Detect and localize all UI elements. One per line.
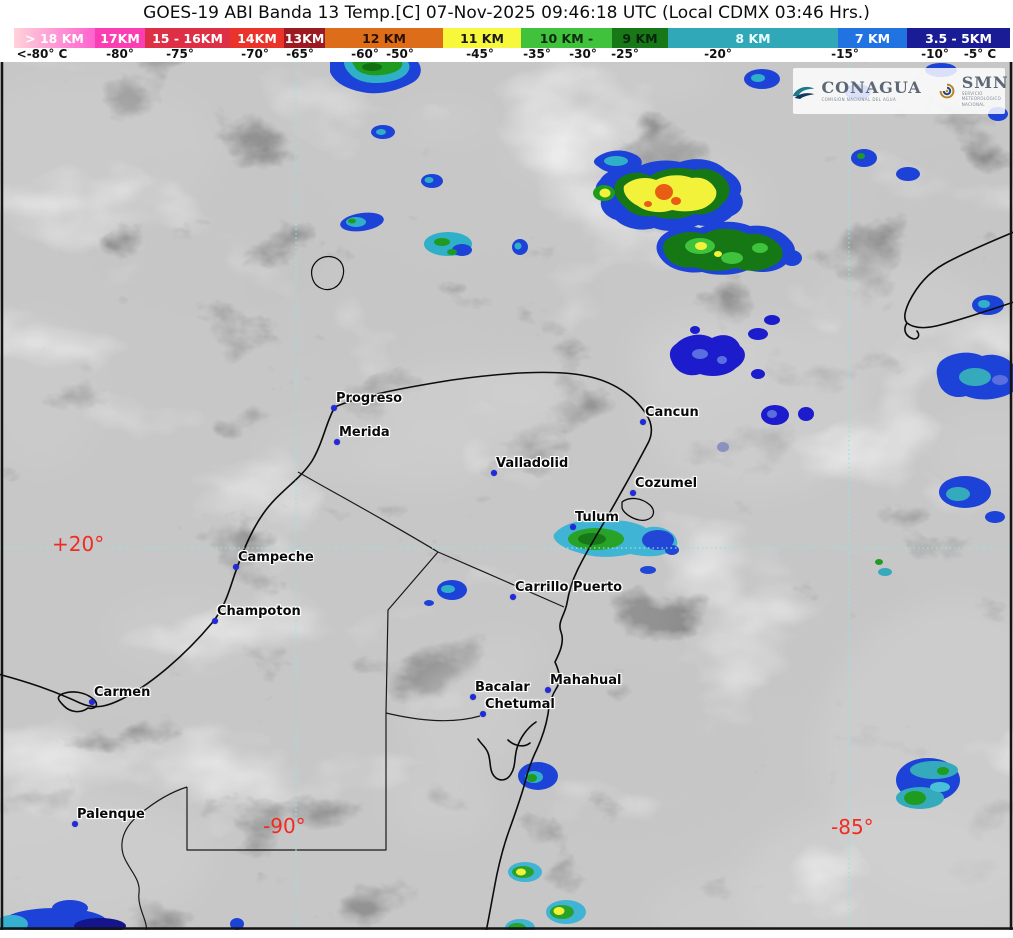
cozumel-island xyxy=(621,497,655,521)
temp-label: -10° xyxy=(921,47,949,61)
scale-segment: 15 - 16KM xyxy=(145,28,230,48)
scale-segment: 3.5 - 5KM xyxy=(907,28,1010,48)
temp-label: -50° xyxy=(386,47,414,61)
city-dot xyxy=(89,699,95,705)
conagua-brand: CONAGUA COMISIÓN NACIONAL DEL AGUA xyxy=(789,80,921,102)
scale-segment: 17KM xyxy=(95,28,145,48)
coordinate-label: -90° xyxy=(263,814,306,838)
scale-segment: 9 KM xyxy=(612,28,668,48)
map-frame xyxy=(0,62,1013,930)
city-label: Bacalar xyxy=(475,680,530,695)
temp-scale: <-80° C -80° -75° -70° -65° -60° -50° -45° -35° -… xyxy=(0,47,1013,62)
smn-brand: SMN SERVICIO METEOROLÓGICO NACIONAL xyxy=(936,72,1009,108)
scale-segment: 8 KM xyxy=(668,28,838,48)
city-dot xyxy=(630,490,636,496)
city-label: Tulum xyxy=(575,510,619,525)
temp-label: -20° xyxy=(704,47,732,61)
city-label: Mahahual xyxy=(550,673,622,688)
scale-segment: 10 KM - xyxy=(521,28,612,48)
grid-lines xyxy=(0,62,1013,930)
temp-label: -15° xyxy=(831,47,859,61)
city-label: Palenque xyxy=(77,807,145,822)
scale-bar: > 18 KM 17KM 15 - 16KM 14KM 13KM 12 KM 11 KM 10… xyxy=(0,28,1013,48)
temp-label: -45° xyxy=(466,47,494,61)
city-dot xyxy=(334,439,340,445)
temp-label: -60° xyxy=(351,47,379,61)
temp-label: <-80° C xyxy=(16,47,68,61)
city-label: Progreso xyxy=(336,391,403,406)
scale-segment: 12 KM xyxy=(325,28,443,48)
page-title: GOES-19 ABI Banda 13 Temp.[C] 07-Nov-202… xyxy=(143,3,870,23)
smn-tagline: SERVICIO METEOROLÓGICO NACIONAL xyxy=(961,90,1002,107)
scale-segment: 14KM xyxy=(230,28,284,48)
city-dot xyxy=(510,594,516,600)
scale-segment: > 18 KM xyxy=(14,28,95,48)
coordinate-label: -85° xyxy=(831,815,874,839)
city-label: Campeche xyxy=(238,550,314,565)
temp-label: -5° C xyxy=(963,47,997,61)
satellite-map: Progreso Merida Valladolid Cancun Cozumel Tul… xyxy=(0,62,1013,930)
city-dot xyxy=(480,711,486,717)
agency-logo-box: CONAGUA COMISIÓN NACIONAL DEL AGUA SMN S… xyxy=(793,68,1008,114)
city-label: Cozumel xyxy=(635,476,698,491)
temp-label: -35° xyxy=(523,47,551,61)
cuba-coast xyxy=(904,231,1013,340)
scorpion-reef xyxy=(311,255,345,291)
scale-segment: 13KM xyxy=(284,28,325,48)
map-image xyxy=(0,62,1013,930)
city-dot xyxy=(233,564,239,570)
temp-label: -25° xyxy=(611,47,639,61)
temp-label: -30° xyxy=(569,47,597,61)
smn-wordmark: SMN xyxy=(961,72,1009,92)
coordinate-label: +20° xyxy=(52,532,105,556)
city-dot xyxy=(331,405,337,411)
temp-label: -70° xyxy=(241,47,269,61)
city-dot xyxy=(640,419,646,425)
city-label: Carmen xyxy=(94,685,151,700)
temp-label: -75° xyxy=(166,47,194,61)
coastline xyxy=(0,231,1013,930)
scale-segment: 11 KM xyxy=(443,28,521,48)
city-label: Valladolid xyxy=(496,456,569,471)
temp-label: -80° xyxy=(106,47,134,61)
city-dot xyxy=(212,618,218,624)
city-dot xyxy=(570,524,576,530)
city-dot xyxy=(545,687,551,693)
city-label: Carrillo Puerto xyxy=(515,580,623,595)
state-borders xyxy=(121,471,565,930)
conagua-wordmark: CONAGUA xyxy=(821,78,922,97)
city-dot xyxy=(470,694,476,700)
city-label: Chetumal xyxy=(485,697,555,712)
city-label: Cancun xyxy=(645,405,699,420)
temp-label: -65° xyxy=(286,47,314,61)
city-label: Champoton xyxy=(217,604,301,619)
smn-logo-icon xyxy=(939,83,955,99)
city-dot xyxy=(72,821,78,827)
scale-segment: 7 KM xyxy=(838,28,907,48)
city-label: Merida xyxy=(339,425,390,440)
conagua-tagline: COMISIÓN NACIONAL DEL AGUA xyxy=(821,97,897,102)
cloud-noise-dark xyxy=(0,62,1013,930)
conagua-logo-icon xyxy=(793,86,815,99)
storm-cells xyxy=(0,62,1013,930)
city-dot xyxy=(491,470,497,476)
